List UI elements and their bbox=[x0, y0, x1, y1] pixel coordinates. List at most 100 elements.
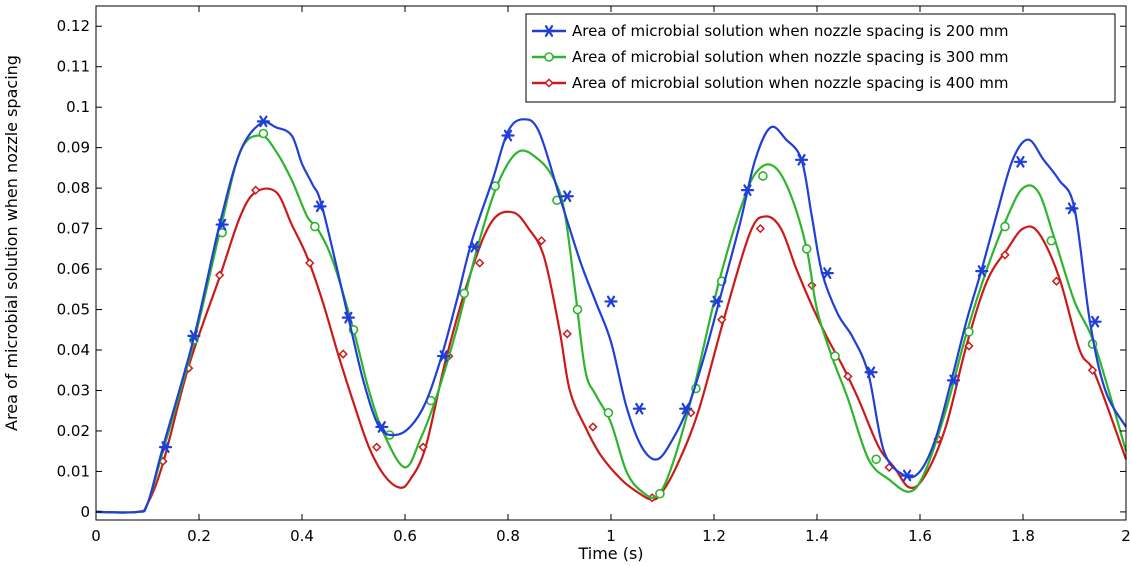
series-point bbox=[375, 421, 389, 433]
y-tick-label: 0.01 bbox=[57, 462, 90, 480]
series-point bbox=[830, 351, 840, 361]
series-point bbox=[655, 488, 665, 499]
x-tick-label: 2 bbox=[1121, 527, 1131, 545]
y-tick-label: 0.09 bbox=[57, 139, 90, 157]
series-point bbox=[1046, 235, 1057, 246]
series-point bbox=[604, 295, 618, 308]
series-point bbox=[717, 315, 727, 325]
x-tick-label: 1.6 bbox=[908, 527, 932, 545]
series-point bbox=[1088, 315, 1102, 328]
series-point bbox=[214, 270, 225, 280]
y-axis-label: Area of microbial solution when nozzle s… bbox=[2, 55, 21, 431]
series-point bbox=[475, 258, 485, 268]
series-point bbox=[900, 469, 914, 482]
series-point bbox=[536, 236, 547, 246]
y-tick-label: 0.07 bbox=[57, 220, 90, 238]
series-point bbox=[864, 366, 878, 379]
series-point bbox=[437, 350, 451, 362]
series-point bbox=[258, 128, 269, 139]
legend-label: Area of microbial solution when nozzle s… bbox=[572, 74, 1009, 92]
series-point bbox=[418, 442, 428, 452]
y-tick-label: 0.1 bbox=[66, 98, 90, 116]
x-tick-label: 0 bbox=[91, 527, 101, 545]
series-point bbox=[256, 115, 270, 128]
plot-area bbox=[95, 115, 1128, 514]
legend-marker bbox=[544, 78, 554, 88]
legend-entry: Area of microbial solution when nozzle s… bbox=[532, 74, 1009, 92]
series-point bbox=[758, 171, 768, 181]
series-point bbox=[187, 329, 201, 342]
legend-box bbox=[525, 13, 1116, 103]
series-point bbox=[158, 441, 173, 454]
y-tick-label: 0.11 bbox=[57, 58, 90, 76]
x-tick-label: 0.2 bbox=[187, 527, 211, 545]
series-point bbox=[871, 454, 882, 465]
series-point bbox=[1000, 250, 1010, 260]
legend-label: Area of microbial solution when nozzle s… bbox=[572, 48, 1009, 66]
series-point bbox=[588, 422, 598, 432]
x-tick-label: 0.6 bbox=[393, 527, 417, 545]
series-line bbox=[95, 134, 1128, 514]
series-point bbox=[679, 402, 693, 415]
x-tick-label: 0.8 bbox=[496, 527, 520, 545]
series-point bbox=[801, 244, 812, 254]
series-point bbox=[562, 329, 572, 339]
series-point bbox=[709, 295, 724, 308]
series-point bbox=[372, 442, 382, 452]
series-point bbox=[843, 371, 853, 381]
legend-entry: Area of microbial solution when nozzle s… bbox=[532, 48, 1009, 66]
y-tick-label: 0.03 bbox=[57, 381, 90, 399]
series-point bbox=[215, 218, 229, 231]
series-point bbox=[964, 327, 974, 337]
series-line bbox=[95, 187, 1128, 514]
series-point bbox=[250, 185, 261, 195]
series-point bbox=[603, 407, 614, 418]
series-point bbox=[310, 221, 320, 232]
series-point bbox=[459, 288, 470, 299]
series-point bbox=[975, 265, 989, 277]
series-point bbox=[946, 374, 961, 387]
x-tick-label: 0.4 bbox=[290, 527, 314, 545]
y-tick-label: 0.12 bbox=[57, 17, 90, 35]
legend-marker bbox=[544, 52, 554, 62]
y-tick-label: 0.06 bbox=[57, 260, 90, 278]
y-tick-label: 0.02 bbox=[57, 422, 90, 440]
series-point bbox=[341, 311, 355, 324]
series-point bbox=[1013, 155, 1028, 168]
series-point bbox=[572, 304, 583, 315]
series-point bbox=[820, 267, 834, 280]
series-point bbox=[1065, 202, 1079, 215]
y-tick-label: 0.05 bbox=[57, 301, 90, 319]
legend-marker bbox=[542, 25, 556, 37]
legend-label: Area of microbial solution when nozzle s… bbox=[572, 22, 1009, 40]
legend-entry: Area of microbial solution when nozzle s… bbox=[532, 22, 1009, 40]
series-point bbox=[740, 184, 755, 197]
series-diamond bbox=[95, 185, 1128, 514]
series-line bbox=[95, 118, 1127, 514]
series-point bbox=[755, 223, 766, 234]
y-tick-label: 0.04 bbox=[57, 341, 90, 359]
series-point bbox=[1051, 276, 1062, 286]
series-point bbox=[467, 240, 482, 253]
x-tick-label: 1.2 bbox=[702, 527, 726, 545]
series-point bbox=[338, 349, 348, 359]
x-tick-label: 1.4 bbox=[805, 527, 829, 545]
y-tick-label: 0.08 bbox=[57, 179, 90, 197]
series-point bbox=[1000, 221, 1010, 232]
series-point bbox=[560, 190, 574, 203]
x-tick-label: 1.8 bbox=[1011, 527, 1035, 545]
series-point bbox=[964, 341, 974, 351]
legend: Area of microbial solution when nozzle s… bbox=[525, 13, 1116, 103]
series-point bbox=[313, 200, 327, 213]
series-point bbox=[794, 153, 809, 166]
series-asterisk bbox=[95, 115, 1127, 514]
x-axis-label: Time (s) bbox=[577, 544, 643, 563]
series-point bbox=[1087, 365, 1098, 375]
x-tick-label: 1 bbox=[606, 527, 616, 545]
series-point bbox=[501, 129, 515, 142]
series-point bbox=[305, 258, 315, 268]
series-point bbox=[632, 402, 646, 415]
axes: 0 0.2 0.4 0.6 0.8 1 1.2 1.4 1.6 1.8 2 0 0.01 0.02 0.03… bbox=[57, 5, 1131, 545]
y-tick-label: 0 bbox=[80, 503, 90, 521]
